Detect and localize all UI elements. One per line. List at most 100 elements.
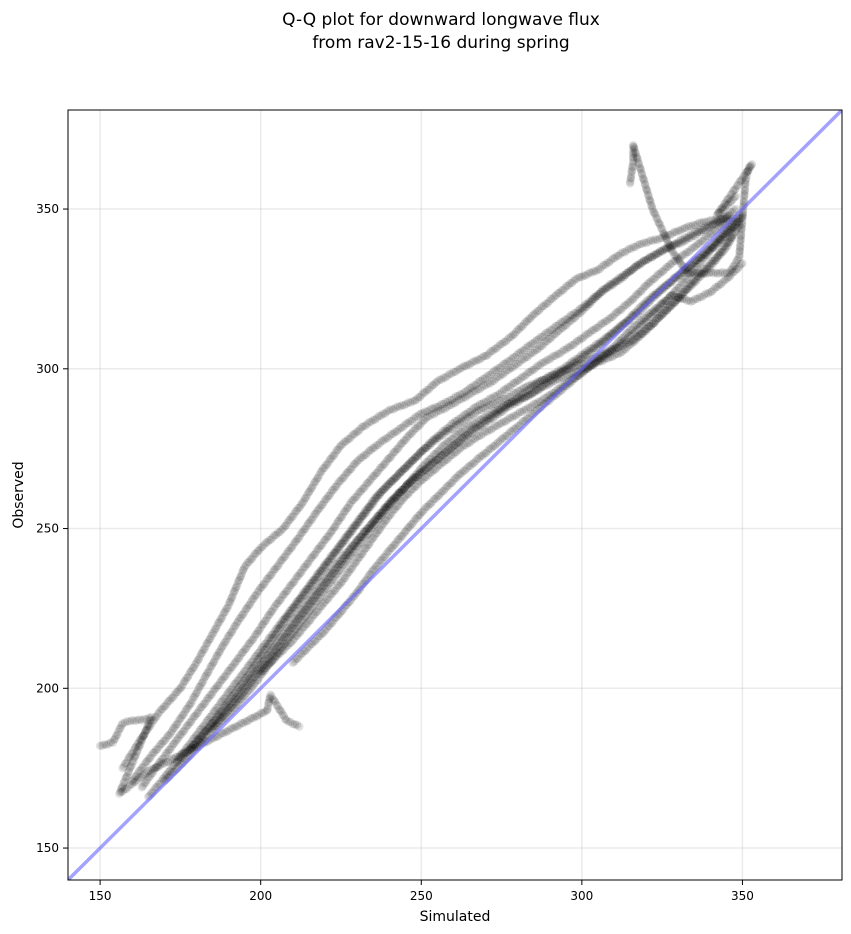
data-point (199, 645, 208, 655)
data-point (142, 726, 151, 735)
data-point (143, 725, 152, 734)
data-point (427, 410, 437, 419)
data-point (631, 242, 640, 252)
data-point (398, 423, 407, 432)
data-point (487, 377, 497, 386)
data-point (678, 235, 688, 244)
y-tick-label: 250 (36, 522, 59, 536)
data-point (268, 606, 277, 616)
data-point (200, 672, 210, 682)
data-point (191, 660, 200, 669)
data-point (507, 332, 516, 342)
data-point (690, 231, 700, 241)
data-point (391, 403, 400, 413)
data-point (585, 299, 595, 309)
data-point (291, 575, 300, 584)
data-point (504, 365, 513, 375)
data-point (680, 233, 690, 242)
data-point (620, 248, 629, 257)
data-point (397, 400, 407, 410)
data-point (453, 391, 463, 401)
data-point (175, 752, 184, 762)
data-point (525, 341, 534, 351)
data-point (329, 523, 339, 532)
data-point (417, 418, 426, 428)
data-point (439, 373, 448, 382)
data-point (452, 397, 462, 406)
data-point (377, 411, 386, 420)
data-point (258, 542, 267, 552)
data-point (387, 450, 397, 460)
data-point (137, 763, 147, 773)
data-point (273, 561, 283, 570)
data-point (221, 672, 230, 681)
data-point (644, 237, 653, 246)
data-point (579, 271, 588, 280)
data-point (720, 214, 729, 224)
data-point (265, 610, 274, 619)
data-point (321, 495, 330, 504)
data-point (370, 443, 379, 452)
data-point (275, 527, 284, 537)
data-point (455, 390, 465, 399)
data-point (165, 766, 175, 776)
reference-line-group (68, 110, 842, 880)
data-point (204, 667, 213, 677)
data-point (135, 735, 145, 745)
data-point (654, 249, 663, 258)
data-point (688, 231, 698, 241)
data-point (668, 242, 677, 251)
data-point (150, 748, 159, 757)
data-point (590, 294, 599, 304)
data-point (369, 415, 378, 425)
data-point (584, 300, 593, 309)
data-point (668, 241, 677, 250)
data-point (562, 315, 572, 324)
data-point (664, 243, 673, 252)
data-point (546, 334, 555, 343)
data-point (660, 245, 669, 254)
data-point (354, 427, 363, 436)
data-point (618, 271, 628, 280)
data-point (659, 232, 669, 241)
data-point (624, 244, 634, 254)
data-point (283, 586, 292, 596)
data-point (222, 634, 232, 644)
data-point (342, 504, 351, 513)
data-point (453, 365, 462, 375)
data-point (197, 724, 206, 734)
data-point (237, 569, 247, 578)
data-point (261, 616, 271, 625)
data-point (149, 715, 159, 725)
data-point (393, 402, 402, 411)
data-point (455, 364, 465, 373)
data-point (302, 560, 311, 569)
data-point (232, 582, 241, 591)
data-point (557, 317, 566, 327)
data-point (575, 304, 585, 313)
data-point (336, 476, 345, 485)
data-point (429, 380, 439, 390)
x-axis-label: Simulated (420, 909, 491, 925)
data-point (572, 311, 581, 320)
data-point (130, 772, 140, 782)
data-point (582, 302, 591, 312)
data-point (320, 463, 329, 472)
data-point (526, 314, 535, 323)
data-point (356, 487, 366, 496)
data-point (449, 367, 458, 377)
data-point (682, 233, 692, 242)
data-point (529, 310, 538, 319)
data-point (424, 385, 433, 394)
data-point (598, 287, 608, 296)
data-point (253, 626, 263, 636)
data-point (256, 543, 265, 552)
y-tick-label: 300 (36, 362, 59, 376)
data-point (170, 690, 179, 700)
data-point (674, 237, 683, 246)
data-point (127, 749, 136, 759)
data-point (186, 717, 196, 727)
data-point (250, 632, 259, 642)
data-point (194, 727, 203, 737)
data-point (222, 604, 231, 614)
